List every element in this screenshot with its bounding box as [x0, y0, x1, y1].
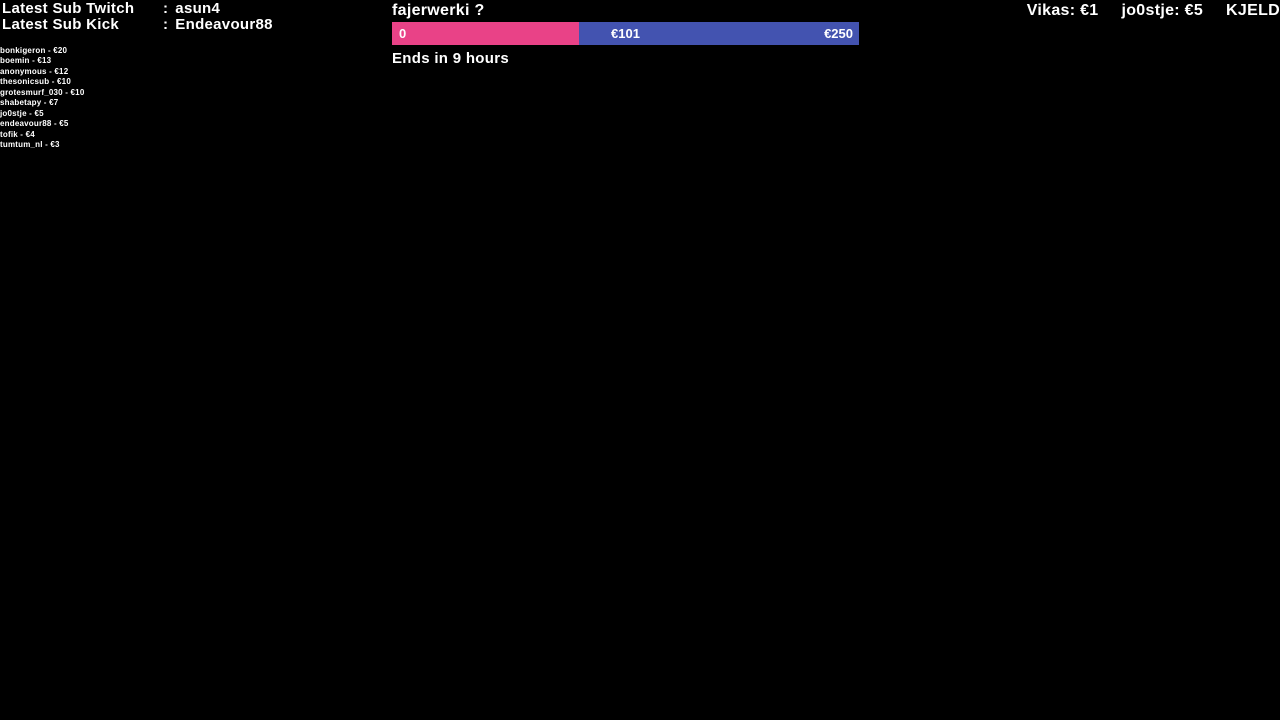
donation-ticker: Vikas: €1 jo0stje: €5 KJELD — [1023, 0, 1280, 21]
latest-sub-kick-label: Latest Sub Kick — [2, 16, 120, 33]
goal-bar-max-label: €250 — [824, 26, 853, 41]
goal-progress-bar: 0 €101 €250 — [392, 22, 859, 45]
latest-sub-twitch-label: Latest Sub Twitch — [2, 0, 135, 17]
ticker-content: Vikas: €1 jo0stje: €5 KJELD — [1027, 0, 1280, 21]
donor-row: endeavour88 - €5 — [0, 119, 69, 129]
goal-bar-min-label: 0 — [399, 26, 407, 41]
donor-row: tumtum_nl - €3 — [0, 140, 60, 150]
ticker-item: KJELD — [1226, 2, 1280, 19]
goal-ends-text: Ends in 9 hours — [392, 50, 510, 67]
donor-row: tofik - €4 — [0, 129, 35, 139]
donor-row: shabetapy - €7 — [0, 98, 59, 108]
latest-subs-panel: Latest Sub Twitch : asun4 Latest Sub Kic… — [2, 1, 273, 33]
goal-bar-current-label: €101 — [611, 26, 640, 41]
latest-sub-twitch-separator: : — [163, 0, 169, 17]
donor-row: thesonicsub - €10 — [0, 77, 71, 87]
latest-sub-twitch-row: Latest Sub Twitch : asun4 — [2, 1, 273, 17]
donor-row: jo0stje - €5 — [0, 108, 44, 118]
donor-row: grotesmurf_030 - €10 — [0, 87, 85, 97]
top-donors-list: bonkigeron - €20 boemin - €13 anonymous … — [0, 46, 84, 151]
donor-row: bonkigeron - €20 — [0, 46, 68, 55]
latest-sub-kick-row: Latest Sub Kick : Endeavour88 — [2, 17, 273, 33]
donor-row: anonymous - €12 — [0, 66, 69, 76]
donor-row: boemin - €13 — [0, 56, 52, 66]
latest-sub-twitch-value: asun4 — [175, 0, 221, 17]
latest-sub-kick-separator: : — [163, 16, 169, 33]
goal-title: fajerwerki ? — [392, 2, 485, 19]
donation-goal-widget: fajerwerki ? 0 €101 €250 Ends in 9 hours — [392, 0, 859, 67]
ticker-item: jo0stje: €5 — [1121, 2, 1204, 19]
goal-bar-fill — [392, 22, 579, 45]
latest-sub-kick-value: Endeavour88 — [175, 16, 273, 33]
ticker-item: Vikas: €1 — [1026, 2, 1099, 19]
